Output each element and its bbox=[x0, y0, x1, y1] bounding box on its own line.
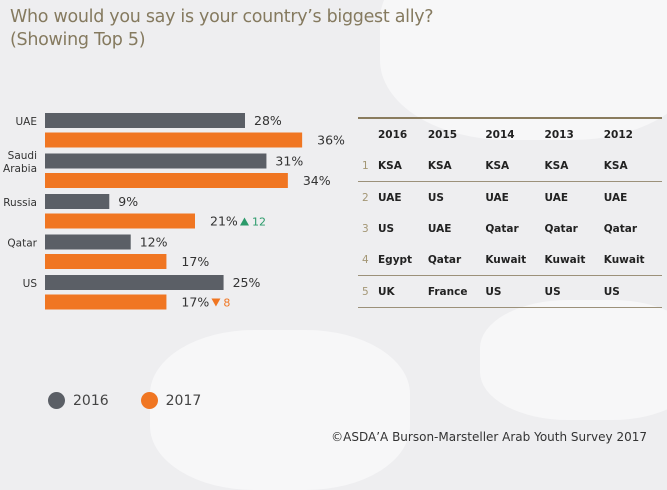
legend-swatch-2016 bbox=[48, 392, 65, 409]
table-header-row: 2016 2015 2014 2013 2012 bbox=[358, 118, 662, 150]
map-background-shape bbox=[380, 0, 667, 140]
column-header: 2015 bbox=[427, 128, 458, 141]
column-header: 2016 bbox=[378, 128, 408, 141]
rank-number: 2 bbox=[358, 181, 377, 213]
copyright-text: ©ASDA’A Burson-Marsteller Arab Youth Sur… bbox=[331, 430, 647, 444]
bar-2017-uae bbox=[45, 132, 303, 148]
table-cell: UK bbox=[377, 275, 427, 308]
table-cell: UAE bbox=[377, 181, 427, 213]
table-cell: US bbox=[378, 222, 395, 235]
table-row: 1 KSA KSA KSA KSA KSA bbox=[358, 150, 662, 182]
map-background-shape bbox=[150, 330, 410, 490]
data-label: 31% bbox=[275, 154, 303, 169]
table-cell: US bbox=[426, 181, 485, 213]
table-cell: Qatar bbox=[544, 222, 578, 235]
category-label: UAE bbox=[15, 116, 37, 128]
table-row: 2 UAE US UAE UAE UAE bbox=[358, 181, 662, 213]
category-label: Arabia bbox=[3, 163, 37, 175]
table-row: 4 Egypt Qatar Kuwait Kuwait Kuwait bbox=[358, 244, 662, 276]
data-label: 25% bbox=[233, 275, 261, 290]
table-cell: France bbox=[426, 275, 485, 308]
legend-label-2017: 2017 bbox=[165, 392, 202, 409]
bar-2017-russia bbox=[45, 213, 195, 229]
bar-2017-qatar bbox=[45, 254, 167, 269]
triangle-down-icon bbox=[211, 298, 221, 307]
ranking-table: 2016 2015 2014 2013 2012 1 KSA KSA KSA KSA KS… bbox=[358, 117, 662, 308]
category-label: Saudi bbox=[8, 150, 37, 162]
data-label: 28% bbox=[254, 113, 282, 128]
legend-swatch-2017 bbox=[140, 392, 158, 409]
table-cell: US bbox=[602, 275, 662, 308]
table-cell: Qatar bbox=[485, 222, 519, 235]
change-annotation: 8 bbox=[223, 297, 230, 310]
table-cell: Kuwait bbox=[485, 253, 527, 266]
data-label: 17% bbox=[181, 295, 209, 310]
category-label: Russia bbox=[3, 197, 37, 209]
bar-2016-russia bbox=[45, 194, 110, 209]
rank-number: 1 bbox=[362, 159, 369, 172]
bar-2017-us bbox=[45, 294, 167, 310]
bar-2017-saudi-arabia bbox=[45, 173, 288, 188]
data-label: 12% bbox=[140, 235, 168, 250]
triangle-up-icon bbox=[240, 217, 249, 226]
rank-number: 3 bbox=[362, 222, 369, 235]
table-row: 5 UK France US US US bbox=[358, 275, 662, 308]
rank-number: 5 bbox=[358, 275, 377, 308]
table-cell: UAE bbox=[484, 181, 544, 213]
bar-2016-saudi-arabia bbox=[45, 153, 267, 169]
table-cell: KSA bbox=[544, 159, 569, 172]
title-line-2: (Showing Top 5) bbox=[10, 30, 146, 50]
bar-2016-us bbox=[45, 275, 224, 290]
rank-header bbox=[358, 118, 377, 150]
table-cell: UAE bbox=[427, 222, 452, 235]
title-line-1: Who would you say is your country’s bigg… bbox=[10, 7, 434, 27]
column-header: 2013 bbox=[544, 128, 574, 141]
chart-title: Who would you say is your country’s bigg… bbox=[10, 6, 434, 52]
table-cell: Qatar bbox=[427, 253, 462, 266]
bar-2016-qatar bbox=[45, 234, 131, 250]
data-label: 34% bbox=[303, 173, 331, 188]
table-cell: Egypt bbox=[378, 253, 413, 266]
table-cell: Kuwait bbox=[603, 253, 645, 266]
table-cell: KSA bbox=[427, 159, 452, 172]
map-background-shape bbox=[480, 300, 667, 420]
data-label: 36% bbox=[317, 133, 345, 148]
category-label: US bbox=[23, 278, 38, 290]
table-cell: US bbox=[543, 275, 603, 308]
table-row: 3 US UAE Qatar Qatar Qatar bbox=[358, 213, 662, 244]
table-cell: Qatar bbox=[603, 222, 638, 235]
table-cell: KSA bbox=[603, 159, 628, 172]
change-annotation: 12 bbox=[252, 216, 266, 229]
column-header: 2014 bbox=[485, 128, 515, 141]
table-cell: US bbox=[484, 275, 544, 308]
table-cell: KSA bbox=[378, 159, 402, 172]
rank-number: 4 bbox=[362, 253, 369, 266]
data-label: 9% bbox=[118, 194, 138, 209]
bar-2016-uae bbox=[45, 113, 245, 128]
table-cell: UAE bbox=[543, 181, 603, 213]
category-label: Qatar bbox=[7, 238, 37, 250]
table-cell: KSA bbox=[485, 159, 510, 172]
legend-label-2016: 2016 bbox=[73, 392, 109, 409]
table-cell: Kuwait bbox=[544, 253, 586, 266]
table-cell: UAE bbox=[602, 181, 662, 213]
data-label: 17% bbox=[181, 254, 209, 269]
data-label: 21% bbox=[210, 214, 238, 229]
legend: 2016 2017 bbox=[48, 392, 233, 409]
column-header: 2012 bbox=[603, 128, 633, 141]
